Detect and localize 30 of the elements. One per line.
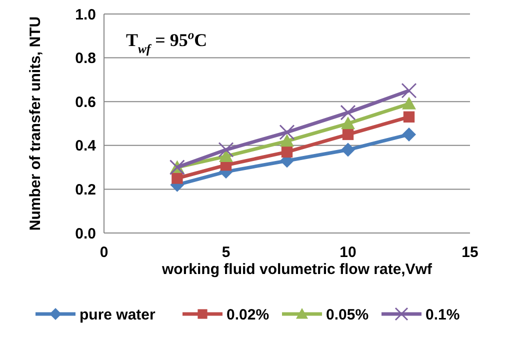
y-tick-label: 1.0 — [75, 6, 96, 24]
point — [279, 124, 295, 140]
point — [280, 134, 294, 147]
x-tick-label: 0 — [100, 244, 108, 261]
x-axis-title: working fluid volumetric flow rate,Vwf — [160, 261, 434, 278]
point — [402, 96, 416, 110]
point — [340, 104, 356, 120]
point — [218, 142, 234, 158]
x-tick-label: 10 — [340, 244, 356, 261]
y-tick-label: 0.0 — [75, 225, 96, 242]
y-tick-label: 0.8 — [75, 50, 96, 68]
y-tick-label: 0.4 — [75, 138, 97, 155]
point — [281, 146, 293, 158]
x-tick-label: 15 — [462, 244, 478, 261]
annotation: T$_{wf}$ = 95$^{o}$C — [126, 28, 208, 56]
legend-label: 0.05% — [326, 306, 369, 324]
x-tick-label: 5 — [222, 244, 230, 261]
point — [172, 172, 183, 184]
y-tick-label: 0.2 — [75, 181, 96, 198]
y-tick-label: 0.6 — [75, 94, 96, 111]
y-axis-title: Number of transfer units, NTU — [27, 16, 44, 231]
legend-label: 0.02% — [226, 306, 270, 324]
point — [342, 128, 354, 140]
point — [403, 111, 415, 123]
point — [402, 127, 416, 142]
legend-label: pure water — [80, 306, 156, 324]
point — [341, 116, 355, 130]
point — [341, 142, 355, 157]
point — [401, 82, 417, 98]
legend-label: 0.1% — [426, 306, 460, 324]
